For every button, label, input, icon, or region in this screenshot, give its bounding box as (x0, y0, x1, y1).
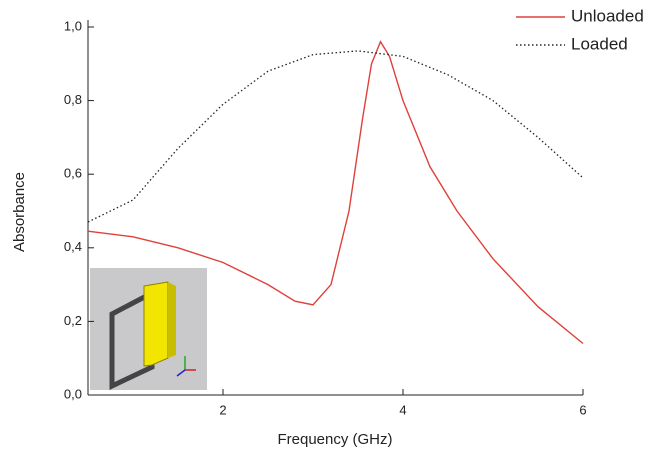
y-tick-label: 0,2 (64, 313, 82, 328)
legend-label: Unloaded (571, 6, 644, 25)
y-tick-label: 0,4 (64, 239, 82, 254)
x-tick-label: 2 (219, 402, 226, 417)
chart: Frequency (GHz) Absorbance 0,0 0,2 0,4 0,6 0… (0, 0, 664, 453)
series-line (88, 51, 583, 222)
x-axis-label: Frequency (GHz) (277, 431, 392, 448)
y-tick-label: 0,0 (64, 386, 82, 401)
y-axis-label: Absorbance (11, 172, 28, 252)
y-tick-label: 0,8 (64, 92, 82, 107)
y-tick-label: 1,0 (64, 18, 82, 33)
x-tick-label: 6 (579, 402, 586, 417)
x-tick-label: 4 (399, 402, 406, 417)
inset-image (90, 268, 207, 390)
y-tick-label: 0,6 (64, 166, 82, 181)
legend-label: Loaded (571, 34, 628, 53)
